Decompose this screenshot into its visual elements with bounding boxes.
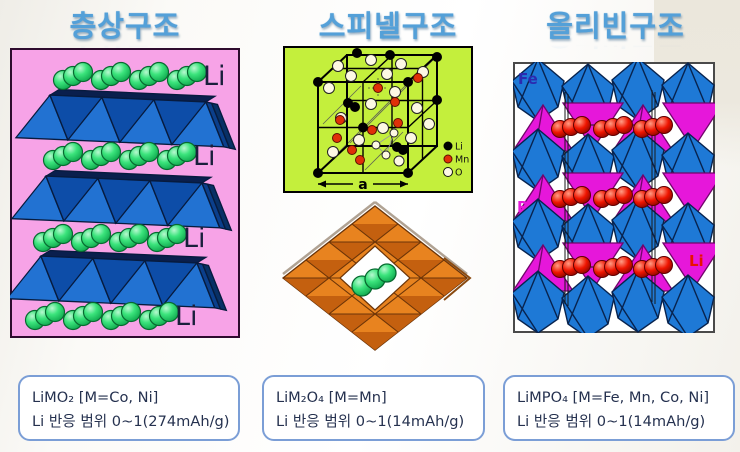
li-label: Li (193, 141, 216, 172)
lithium-ion-rows (551, 116, 673, 278)
legend-mn-label: Mn (455, 155, 469, 166)
tetrahedron-outline (375, 131, 395, 156)
li-reaction-range: Li 반응 범위 0~1(274mAh/g) (32, 412, 230, 430)
li-label: Li (183, 223, 206, 254)
lithium-row-2: Li (42, 141, 216, 172)
olivine-structure-figure: Fe P Li (513, 62, 715, 333)
layered-structure-figure: Li Li Li Li (10, 48, 240, 338)
title-reflection: 올리빈구조 (513, 42, 718, 57)
li-reaction-range: Li 반응 범위 0~1(14mAh/g) (517, 412, 706, 430)
legend: Li Mn O (443, 141, 469, 179)
spinel-unit-cell-figure: Li Mn O a (283, 46, 473, 193)
lithium-atoms (313, 48, 442, 178)
p-label: P (517, 198, 528, 216)
title-text: 올리빈구조 (546, 9, 685, 43)
legend-mn-icon (443, 154, 453, 164)
formula: LiM₂O₄ [M=Mn] (276, 389, 387, 406)
octahedra-dark-facets (283, 224, 467, 350)
lithium-row-3: Li (32, 223, 206, 254)
lithium-row-1: Li (52, 61, 226, 92)
formula: LiMPO₄ [M=Fe, Mn, Co, Ni] (517, 389, 710, 406)
spinel-octahedra-figure (281, 201, 472, 351)
oxygen-atoms (323, 54, 435, 167)
info-box-layered: LiMO₂ [M=Co, Ni] Li 반응 범위 0~1(274mAh/g) (18, 375, 240, 441)
info-box-spinel: LiM₂O₄ [M=Mn] Li 반응 범위 0~1(14mAh/g) (262, 375, 485, 441)
fe-label: Fe (518, 70, 538, 88)
title-text: 층상구조 (69, 9, 181, 43)
li-label: Li (175, 301, 198, 332)
formula: LiMO₂ [M=Co, Ni] (32, 389, 159, 406)
legend-o-label: O (455, 168, 462, 179)
edge-highlights (282, 201, 468, 275)
legend-li-icon (443, 141, 453, 151)
info-box-olivine: LiMPO₄ [M=Fe, Mn, Co, Ni] Li 반응 범위 0~1(1… (503, 375, 735, 441)
lithium-ions (351, 263, 397, 297)
manganese-atoms (332, 73, 423, 165)
title-text: 스피넬구조 (318, 9, 458, 43)
spinel-panel-frame (283, 46, 473, 193)
right-corner-stack (443, 257, 472, 301)
lithium-row-4: Li (24, 301, 198, 332)
legend-li-label: Li (455, 142, 463, 153)
li-label: Li (203, 61, 226, 92)
li-reaction-range: Li 반응 범위 0~1(14mAh/g) (276, 412, 465, 430)
title-olivine-structure: 올리빈구조 올리빈구조 (513, 3, 718, 57)
title-layered-structure: 층상구조 층상구조 (10, 3, 240, 57)
title-spinel-structure: 스피넬구조 스피넬구조 (288, 3, 488, 57)
legend-o-icon (443, 167, 453, 177)
lattice-parameter-label: a (358, 177, 367, 193)
lattice-parameter-arrow (318, 180, 408, 188)
li-label: Li (689, 252, 704, 270)
